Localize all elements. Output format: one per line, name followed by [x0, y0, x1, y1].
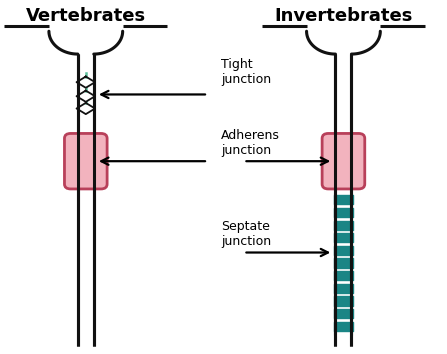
Polygon shape — [76, 103, 95, 114]
Polygon shape — [76, 76, 95, 88]
Text: Vertebrates: Vertebrates — [26, 7, 146, 25]
Text: Tight
junction: Tight junction — [221, 58, 271, 86]
FancyBboxPatch shape — [322, 133, 365, 189]
FancyBboxPatch shape — [64, 133, 107, 189]
Text: Adherens
junction: Adherens junction — [221, 129, 280, 157]
Polygon shape — [76, 91, 95, 102]
Text: Septate
junction: Septate junction — [221, 220, 271, 248]
Text: Invertebrates: Invertebrates — [274, 7, 413, 25]
